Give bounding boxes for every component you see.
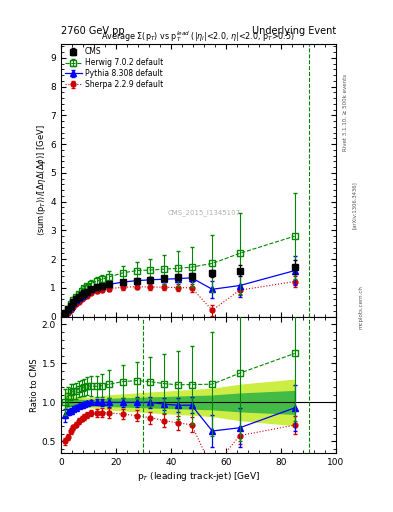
Text: [arXiv:1306.3436]: [arXiv:1306.3436] (352, 181, 357, 229)
Text: Rivet 3.1.10, ≥ 500k events: Rivet 3.1.10, ≥ 500k events (343, 74, 348, 151)
Text: CMS_2015_I1345107: CMS_2015_I1345107 (167, 209, 241, 216)
Title: Average $\Sigma$(p$_T$) vs p$_T^{lead}$ ($|\eta_l|$<2.0, $\eta|$<2.0, p$_T$>0.5): Average $\Sigma$(p$_T$) vs p$_T^{lead}$ … (101, 29, 296, 44)
X-axis label: p$_T$ (leading track-jet) [GeV]: p$_T$ (leading track-jet) [GeV] (137, 470, 260, 483)
Text: mcplots.cern.ch: mcplots.cern.ch (358, 285, 364, 329)
Y-axis label: Ratio to CMS: Ratio to CMS (30, 358, 39, 412)
Legend: CMS, Herwig 7.0.2 default, Pythia 8.308 default, Sherpa 2.2.9 default: CMS, Herwig 7.0.2 default, Pythia 8.308 … (63, 46, 164, 91)
Text: 2760 GeV pp: 2760 GeV pp (61, 26, 125, 36)
Text: Underlying Event: Underlying Event (252, 26, 336, 36)
Y-axis label: $\langle$sum(p$_T$)$\rangle$/$[\Delta\eta\Delta(\Delta\phi)]$ [GeV]: $\langle$sum(p$_T$)$\rangle$/$[\Delta\et… (35, 124, 48, 236)
